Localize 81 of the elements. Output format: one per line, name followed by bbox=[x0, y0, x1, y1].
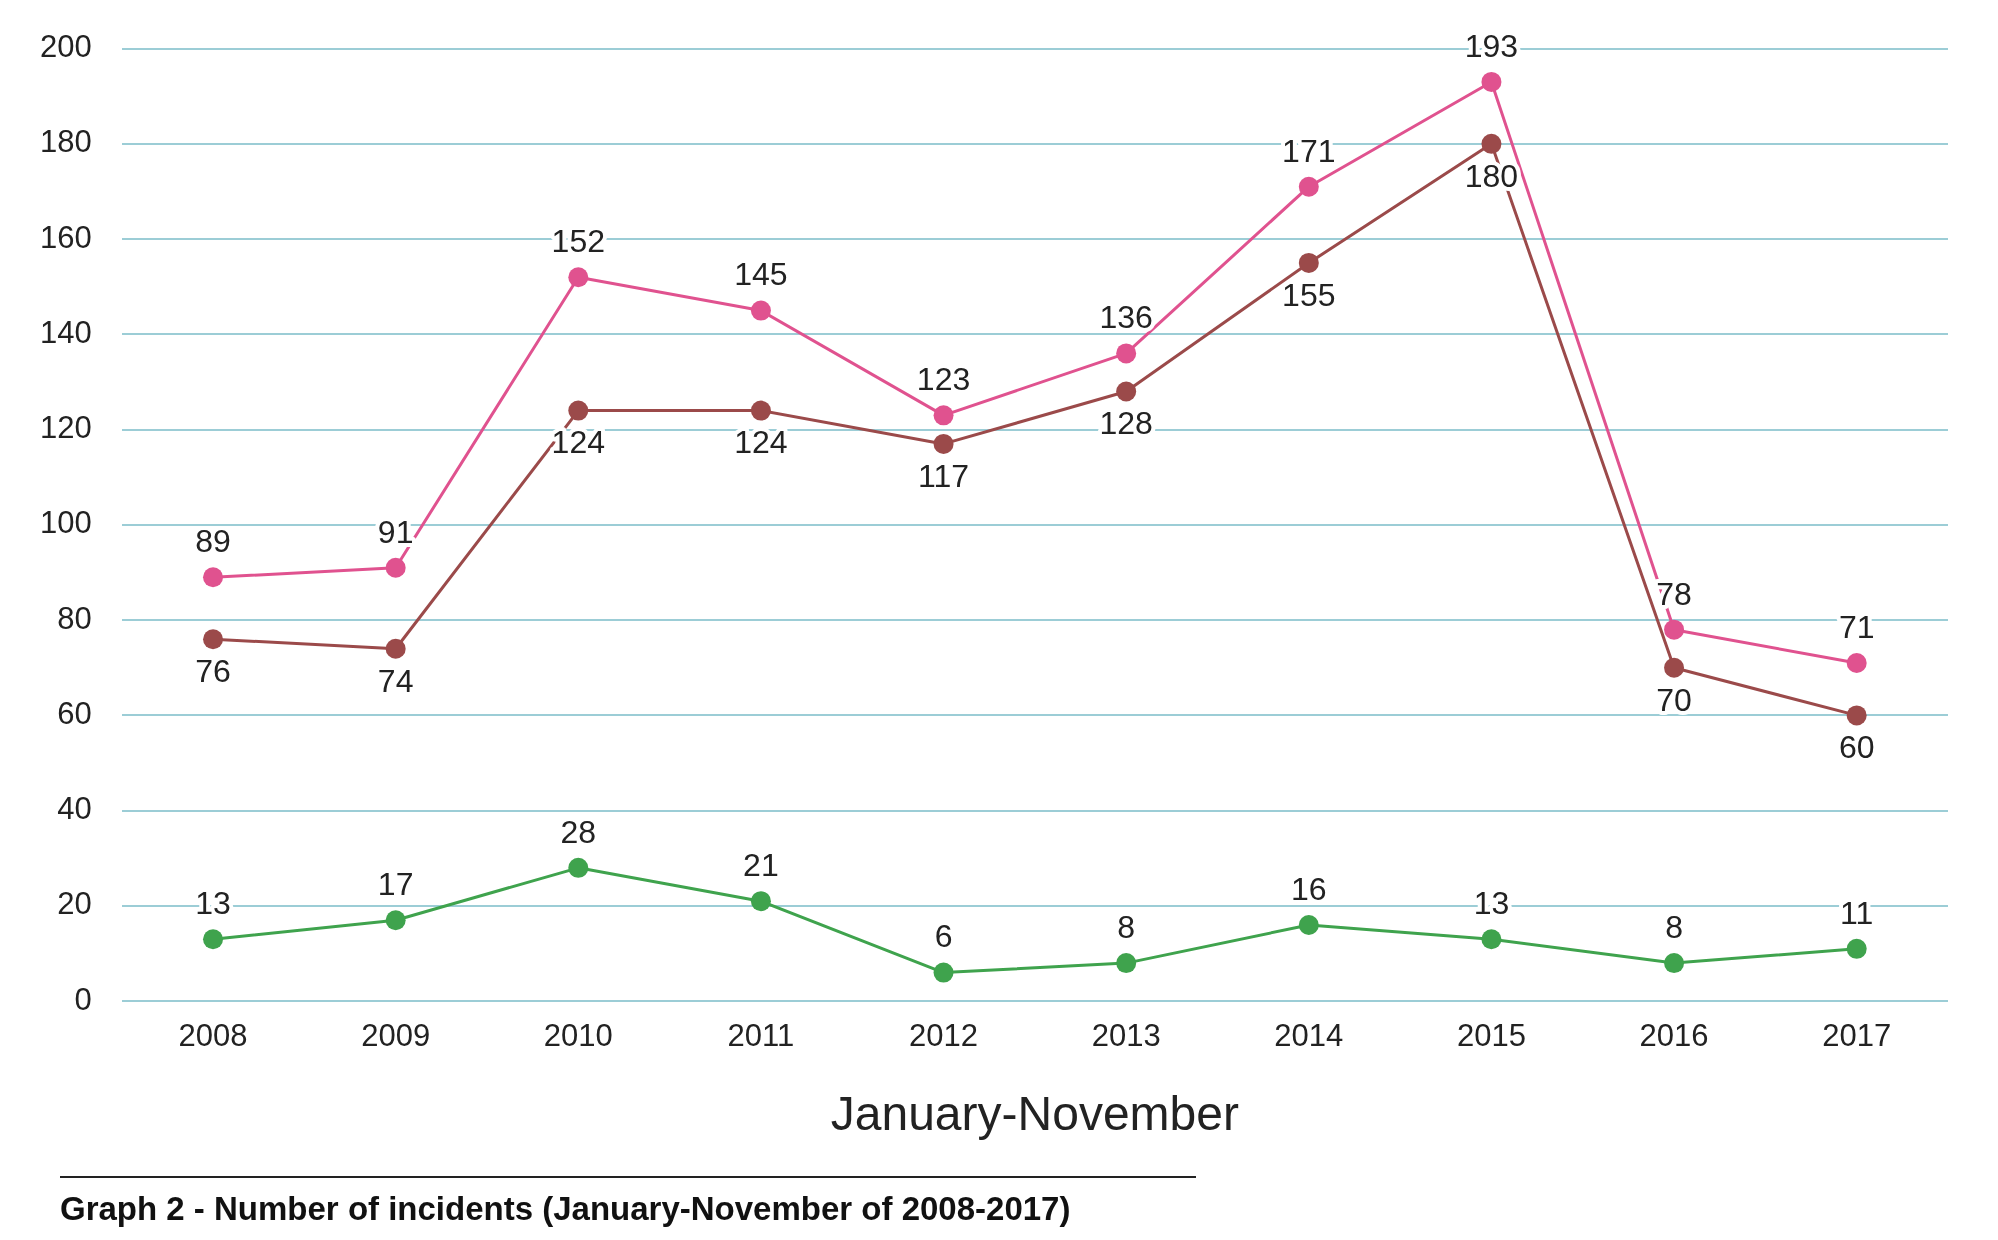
data-label: 21 bbox=[743, 847, 779, 884]
point bbox=[1846, 705, 1867, 726]
point bbox=[385, 638, 406, 659]
y-tick-label: 0 bbox=[74, 981, 92, 1017]
x-tick-label: 2016 bbox=[1639, 1018, 1709, 1054]
point bbox=[385, 910, 406, 931]
data-label: 8 bbox=[1665, 908, 1683, 945]
caption: Graph 2 - Number of incidents (January-November of 2008-2017) bbox=[60, 1176, 1196, 1228]
point bbox=[933, 405, 954, 426]
x-tick-label: 2012 bbox=[909, 1018, 979, 1054]
data-label: 117 bbox=[918, 457, 970, 494]
y-tick-label: 200 bbox=[39, 29, 92, 65]
point bbox=[1846, 938, 1867, 959]
y-tick-label: 120 bbox=[39, 410, 92, 446]
x-tick-label: 2014 bbox=[1274, 1018, 1344, 1054]
point bbox=[1664, 953, 1685, 974]
x-tick-label: 2013 bbox=[1091, 1018, 1161, 1054]
point bbox=[203, 629, 224, 650]
x-tick-label: 2011 bbox=[727, 1018, 795, 1054]
data-label: 193 bbox=[1464, 27, 1519, 64]
point bbox=[203, 567, 224, 588]
point bbox=[385, 557, 406, 578]
data-label: 13 bbox=[1473, 885, 1510, 922]
data-label: 155 bbox=[1282, 276, 1336, 313]
data-label: 123 bbox=[916, 361, 971, 398]
data-label: 124 bbox=[734, 424, 788, 461]
point bbox=[933, 962, 954, 983]
x-tick-label: 2009 bbox=[361, 1018, 431, 1054]
point bbox=[750, 300, 771, 321]
data-label: 124 bbox=[551, 424, 605, 461]
point bbox=[933, 433, 954, 454]
point bbox=[1481, 929, 1502, 950]
point bbox=[1116, 381, 1137, 402]
x-tick-label: 2017 bbox=[1822, 1018, 1892, 1054]
point bbox=[1298, 914, 1319, 935]
point bbox=[1481, 133, 1502, 154]
data-label: 11 bbox=[1840, 894, 1874, 931]
data-label: 28 bbox=[560, 813, 597, 850]
y-tick-label: 40 bbox=[57, 791, 92, 827]
point bbox=[1298, 176, 1319, 197]
data-label: 171 bbox=[1282, 132, 1336, 169]
data-label: 136 bbox=[1099, 299, 1153, 336]
point bbox=[203, 929, 224, 950]
y-tick-label: 20 bbox=[57, 886, 92, 922]
y-tick-label: 60 bbox=[57, 695, 92, 731]
data-label: 70 bbox=[1656, 681, 1692, 718]
y-tick-label: 180 bbox=[39, 124, 92, 160]
point bbox=[750, 891, 771, 912]
data-label: 74 bbox=[377, 662, 414, 699]
point bbox=[1846, 653, 1867, 674]
point bbox=[1116, 343, 1137, 364]
point bbox=[568, 400, 589, 421]
y-tick-label: 80 bbox=[57, 600, 92, 636]
y-tick-label: 160 bbox=[39, 219, 92, 255]
data-label: 60 bbox=[1838, 729, 1875, 766]
data-label: 16 bbox=[1291, 870, 1327, 907]
data-label: 76 bbox=[195, 653, 231, 690]
data-label: 6 bbox=[934, 918, 953, 955]
x-tick-label: 2008 bbox=[178, 1018, 248, 1054]
data-label: 145 bbox=[734, 256, 788, 293]
point bbox=[1664, 619, 1685, 640]
x-tick-label: 2010 bbox=[543, 1018, 613, 1054]
data-label: 17 bbox=[377, 866, 414, 903]
point bbox=[568, 267, 589, 288]
x-tick-label: 2015 bbox=[1456, 1018, 1526, 1054]
data-label: 8 bbox=[1117, 908, 1136, 945]
data-label: 128 bbox=[1099, 405, 1153, 442]
point bbox=[1664, 657, 1685, 678]
data-label: 152 bbox=[551, 223, 605, 260]
point bbox=[568, 857, 589, 878]
data-label: 89 bbox=[195, 523, 231, 560]
data-label: 91 bbox=[377, 513, 414, 550]
x-axis-title: January-November bbox=[830, 1087, 1239, 1141]
point bbox=[1298, 252, 1319, 273]
point bbox=[750, 400, 771, 421]
point bbox=[1481, 71, 1502, 92]
y-tick-label: 140 bbox=[39, 314, 92, 350]
data-label: 71 bbox=[1838, 608, 1875, 645]
y-tick-label: 100 bbox=[39, 505, 92, 541]
data-label: 13 bbox=[195, 885, 231, 922]
point bbox=[1116, 953, 1137, 974]
